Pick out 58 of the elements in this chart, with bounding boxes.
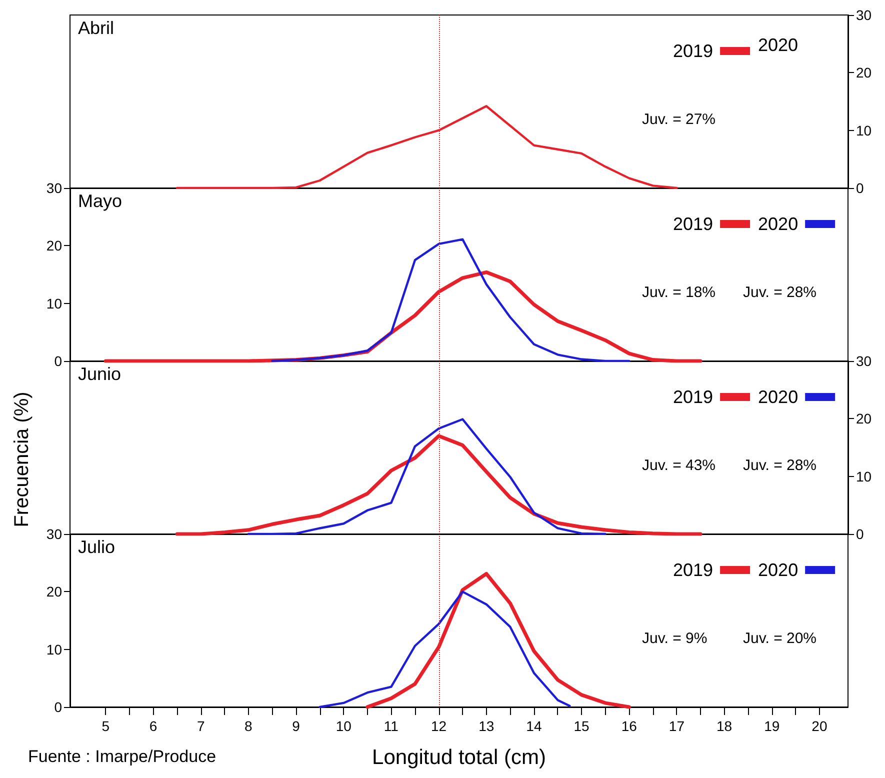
x-tick-label: 19 xyxy=(764,718,780,734)
legend-label: 2020 xyxy=(758,214,798,234)
chart-title: Julio xyxy=(78,537,116,557)
line-series xyxy=(318,590,571,708)
y-tick-label: 20 xyxy=(856,64,872,81)
legend-label: 2019 xyxy=(672,41,714,61)
line-series xyxy=(247,418,606,536)
x-tick-label: 13 xyxy=(478,718,494,734)
y-tick-label: 30 xyxy=(856,7,872,23)
x-tick-label: 11 xyxy=(384,718,399,734)
legend-label: 2020 xyxy=(758,560,798,580)
legend-label: 2019 xyxy=(672,214,714,234)
annotation: Juv. = 20% xyxy=(743,630,817,647)
chart-title: Junio xyxy=(78,364,122,384)
line-series xyxy=(366,572,631,709)
y-tick-label: 30 xyxy=(46,526,62,542)
y-tick-label: 0 xyxy=(856,180,864,196)
annotation: Juv. = 28% xyxy=(743,456,817,474)
source-note: Fuente : Imarpe/Produce xyxy=(28,747,216,766)
annotation: Juv. = 28% xyxy=(743,284,817,301)
x-tick-label: 12 xyxy=(430,718,447,734)
x-axis-title: Longitud total (cm) xyxy=(372,746,546,769)
y-tick-label: 30 xyxy=(856,353,872,369)
chart-title: Mayo xyxy=(78,191,122,211)
annotation: 2020 xyxy=(758,35,798,55)
x-tick-label: 9 xyxy=(292,718,300,734)
y-tick-label: 20 xyxy=(856,410,872,427)
x-tick-label: 5 xyxy=(102,718,110,734)
annotation: Juv. = 9% xyxy=(642,630,708,647)
line-series xyxy=(271,238,630,362)
x-tick-label: 17 xyxy=(668,718,685,734)
y-tick-label: 10 xyxy=(46,295,62,312)
legend-label: 2020 xyxy=(758,387,798,407)
y-tick-label: 10 xyxy=(856,468,872,484)
x-tick-label: 18 xyxy=(716,718,732,734)
y-axis-title: Frecuencia (%) xyxy=(11,392,33,528)
x-tick-label: 16 xyxy=(621,718,638,734)
x-tick-label: 10 xyxy=(336,718,352,734)
x-tick-label: 15 xyxy=(574,718,590,734)
legend-label: 2019 xyxy=(672,560,714,580)
y-tick-label: 0 xyxy=(54,353,62,369)
x-tick-label: 20 xyxy=(812,718,828,734)
x-tick-label: 8 xyxy=(244,718,253,734)
y-tick-label: 10 xyxy=(856,122,872,138)
y-tick-label: 20 xyxy=(46,238,62,254)
y-tick-label: 30 xyxy=(46,180,62,196)
x-tick-label: 7 xyxy=(196,718,205,734)
y-tick-label: 10 xyxy=(46,641,62,658)
y-tick-label: 0 xyxy=(54,699,62,715)
y-tick-label: 0 xyxy=(856,526,864,542)
y-tick-label: 20 xyxy=(46,584,62,600)
annotation: Juv. = 27% xyxy=(642,110,716,128)
chart-title: Abril xyxy=(78,18,114,38)
legend-label: 2019 xyxy=(672,387,714,407)
x-tick-label: 14 xyxy=(526,718,542,734)
annotation: Juv. = 18% xyxy=(642,284,716,301)
annotation: Juv. = 43% xyxy=(642,456,716,474)
x-tick-label: 6 xyxy=(149,718,158,734)
